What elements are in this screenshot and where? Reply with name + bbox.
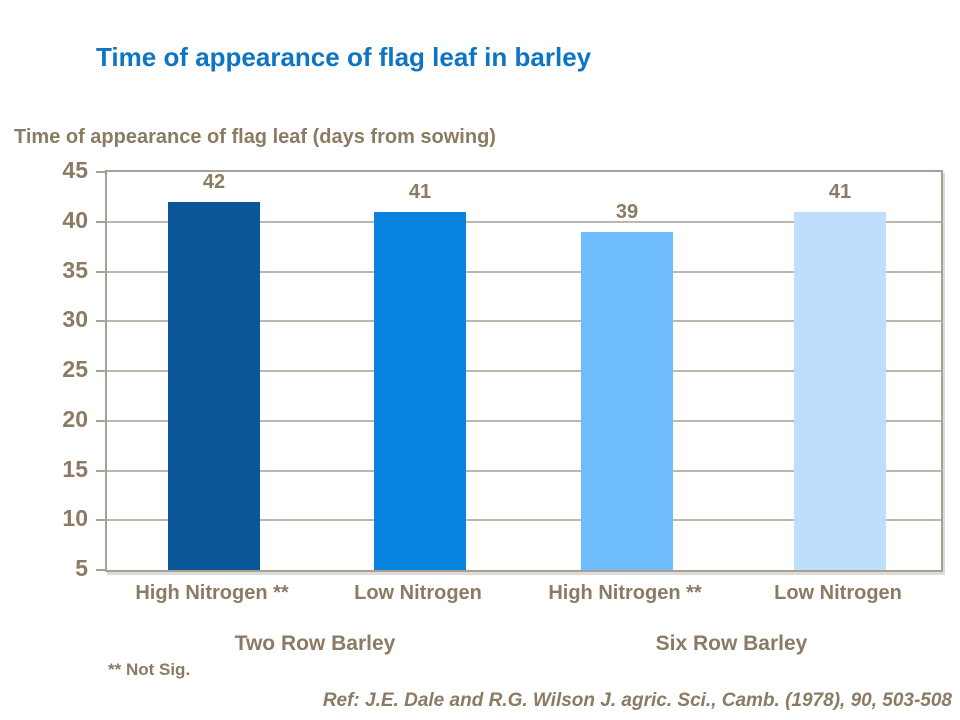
y-tick-mark	[96, 419, 107, 422]
y-tick-label: 40	[62, 206, 88, 233]
gridline	[107, 220, 941, 223]
y-tick-label: 35	[62, 256, 88, 283]
bar-low-nitrogen-3	[794, 211, 886, 570]
bar-value-label: 39	[615, 200, 639, 223]
gridline	[107, 469, 941, 472]
bar-value-label: 41	[828, 180, 852, 203]
y-tick-mark	[96, 320, 107, 323]
y-tick-mark	[96, 270, 107, 273]
bar-value-label: 42	[202, 170, 226, 193]
y-tick-label: 5	[75, 555, 88, 581]
y-tick-mark	[96, 519, 107, 522]
y-tick-label: 45	[62, 157, 88, 183]
bar-high-nitrogen-2	[581, 231, 673, 570]
category-labels-row: High Nitrogen ** Low Nitrogen High Nitroge…	[0, 582, 960, 610]
gridline	[107, 270, 941, 273]
y-tick-mark	[96, 469, 107, 472]
gridline	[107, 519, 941, 522]
bar-high-nitrogen-0	[168, 201, 260, 570]
group-labels-row: Two Row Barley Six Row Barley	[0, 632, 960, 660]
gridline	[107, 419, 941, 422]
bar-low-nitrogen-1	[374, 211, 466, 570]
reference-citation: Ref: J.E. Dale and R.G. Wilson J. agric.…	[322, 690, 952, 711]
significance-footnote: ** Not Sig.	[108, 660, 191, 679]
chart-plot-area: 42 41 39 41	[96, 170, 943, 572]
y-tick-label: 20	[62, 405, 88, 432]
y-tick-label: 10	[62, 505, 88, 532]
y-axis-tick-labels: 45 40 35 30 25 20 15 10 5	[18, 157, 88, 581]
x-category-label: Low Nitrogen	[774, 582, 902, 604]
x-group-label: Two Row Barley	[234, 632, 396, 655]
y-tick-label: 15	[62, 455, 88, 482]
page-title: Time of appearance of flag leaf in barle…	[96, 42, 592, 72]
y-tick-label: 30	[62, 306, 88, 333]
y-tick-mark	[96, 220, 107, 223]
x-category-label: High Nitrogen **	[548, 582, 702, 604]
gridline	[107, 320, 941, 323]
x-category-label: High Nitrogen **	[135, 582, 289, 604]
y-tick-mark	[96, 171, 107, 173]
y-tick-mark	[96, 569, 107, 571]
bar-value-label: 41	[408, 180, 432, 203]
y-tick-mark	[96, 370, 107, 372]
y-axis-title: Time of appearance of flag leaf (days fr…	[14, 126, 496, 148]
x-category-label: Low Nitrogen	[354, 582, 482, 604]
gridline	[107, 370, 941, 372]
x-group-label: Six Row Barley	[655, 632, 808, 655]
y-tick-label: 25	[62, 356, 88, 382]
